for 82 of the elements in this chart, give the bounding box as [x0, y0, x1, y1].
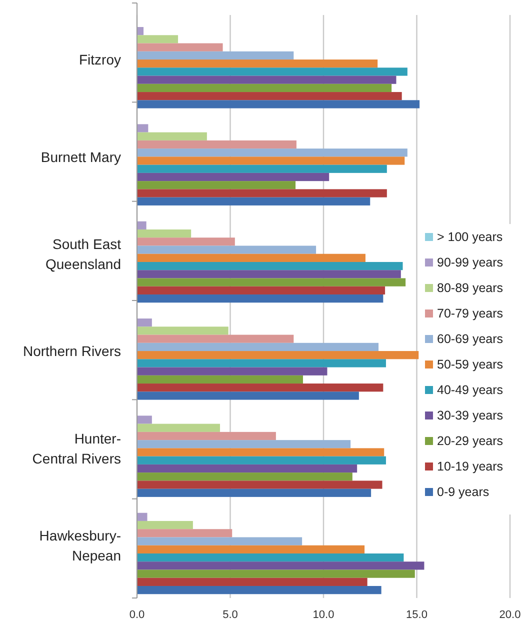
y-tick-label: Hunter-Central Rivers — [32, 430, 122, 466]
bar — [137, 570, 415, 578]
x-tick-label: 0.0 — [129, 609, 145, 621]
x-tick-label: 5.0 — [222, 609, 238, 621]
bar — [137, 545, 365, 554]
bar — [137, 148, 408, 157]
bar — [137, 35, 178, 44]
bar — [137, 512, 148, 521]
bar — [137, 124, 148, 132]
bar — [137, 27, 144, 36]
bar — [137, 367, 328, 376]
x-tick-label: 15.0 — [406, 609, 428, 621]
bar — [137, 342, 379, 352]
bar — [137, 351, 419, 360]
bar — [137, 84, 392, 92]
x-tick-label: 20.0 — [499, 609, 521, 621]
bar — [137, 464, 358, 473]
bar — [137, 472, 352, 481]
bar — [137, 238, 235, 246]
bar — [137, 359, 386, 368]
bar — [137, 416, 152, 424]
bar — [137, 189, 387, 198]
bar — [137, 76, 396, 84]
legend-label: 80-89 years — [437, 281, 504, 295]
bar — [137, 424, 220, 432]
legend-label: 90-99 years — [437, 256, 504, 270]
bar — [137, 92, 402, 100]
bar — [137, 440, 351, 448]
bar — [137, 270, 401, 278]
legend-label: 60-69 years — [437, 332, 504, 346]
bar — [137, 480, 382, 489]
bar — [137, 586, 382, 594]
bar — [137, 432, 276, 440]
bar — [137, 254, 366, 262]
bar — [137, 229, 192, 238]
bar — [137, 262, 403, 270]
y-tick-label: Fitzroy — [79, 52, 121, 68]
y-tick-label: South East Queensland — [45, 236, 122, 272]
bar — [137, 172, 330, 182]
bar — [137, 140, 296, 149]
y-tick-label: Burnett Mary — [40, 148, 121, 165]
bar — [137, 578, 368, 586]
bar — [137, 43, 223, 52]
y-tick-label: Northern Rivers — [22, 343, 121, 360]
bar — [137, 286, 386, 294]
y-tick-label: Hawkesbury-Nepean — [39, 528, 122, 564]
bar — [137, 326, 228, 335]
bar — [137, 520, 193, 530]
bar — [137, 278, 406, 286]
bar — [137, 60, 378, 68]
bar — [137, 562, 424, 570]
bar — [137, 132, 207, 140]
bar — [137, 294, 384, 303]
bar — [137, 221, 146, 230]
legend-label: 70-79 years — [437, 306, 504, 320]
bar — [137, 156, 405, 165]
legend-label: > 100 years — [437, 230, 503, 244]
bar — [137, 197, 370, 206]
bar — [137, 181, 296, 190]
bar — [137, 456, 386, 464]
legend-label: 30-39 years — [437, 408, 504, 422]
bar — [137, 375, 303, 384]
legend-label: 20-29 years — [437, 434, 504, 448]
legend-label: 50-59 years — [437, 358, 504, 372]
bar — [137, 164, 387, 173]
bar — [137, 384, 384, 392]
legend-label: 40-49 years — [437, 383, 504, 397]
bar — [137, 68, 408, 76]
bar — [137, 51, 294, 60]
bar — [137, 537, 302, 546]
legend-label: 0-9 years — [437, 485, 490, 499]
bar — [137, 318, 152, 327]
bar — [137, 529, 232, 538]
bar — [137, 100, 420, 108]
bar — [137, 448, 384, 456]
x-tick-label: 10.0 — [312, 609, 334, 621]
legend-label: 10-19 years — [437, 460, 504, 474]
bar — [137, 246, 316, 254]
bar — [137, 334, 294, 343]
bar — [137, 553, 404, 562]
bar — [137, 392, 359, 400]
bar — [137, 488, 372, 497]
